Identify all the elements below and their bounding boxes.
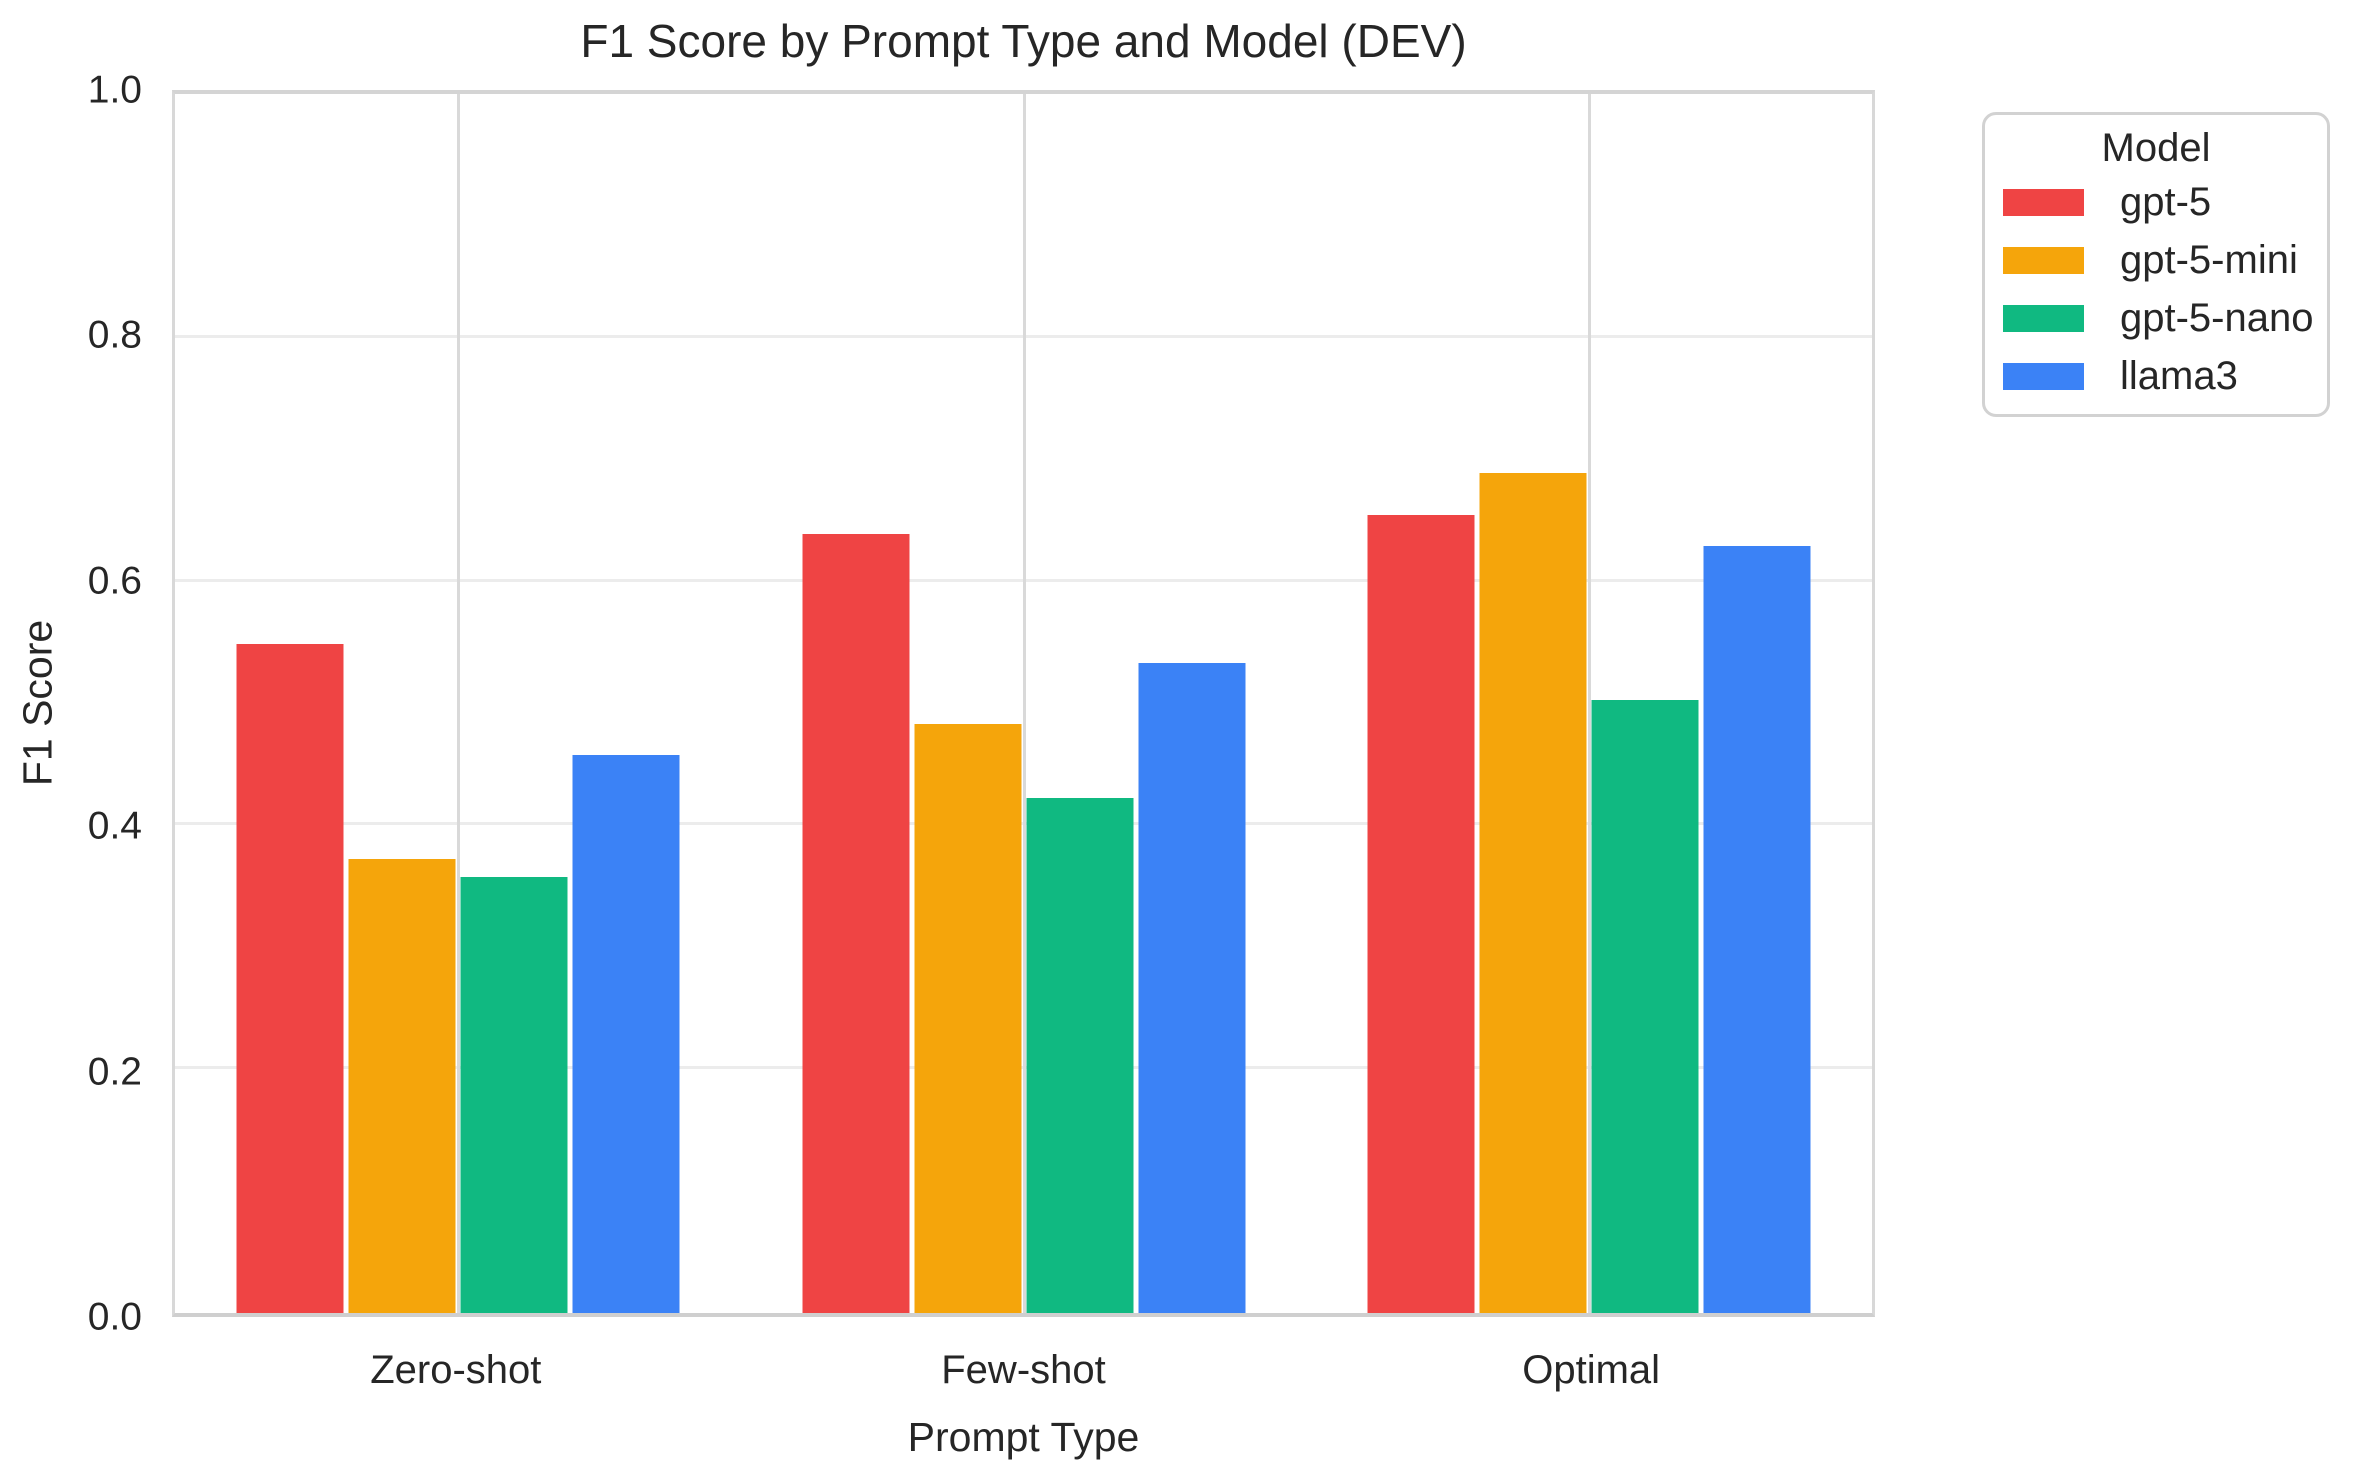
xtick-optimal: Optimal <box>1522 1348 1661 1392</box>
bar-group-zero-shot <box>236 644 680 1313</box>
gridline-x-few-shot <box>1022 94 1026 1313</box>
bar-gpt-5-zero-shot <box>236 644 344 1313</box>
ytick-0.2: 0.2 <box>87 1050 142 1094</box>
legend-entry-gpt-5-nano: gpt-5-nano <box>2001 289 2314 347</box>
legend-label-llama3: llama3 <box>2120 353 2238 398</box>
ytick-0.8: 0.8 <box>87 313 142 357</box>
chart-title: F1 Score by Prompt Type and Model (DEV) <box>580 15 1467 67</box>
bar-group-few-shot <box>802 533 1245 1313</box>
legend-title: Model <box>2101 126 2211 170</box>
bar-llama3-zero-shot <box>572 754 680 1313</box>
legend-swatch-gpt-5-nano <box>2003 304 2084 332</box>
bar-gpt-5-nano-few-shot <box>1026 797 1133 1313</box>
bar-gpt-5-nano-optimal <box>1591 699 1699 1313</box>
bar-group-optimal <box>1367 472 1811 1313</box>
ytick-0.0: 0.0 <box>87 1295 142 1339</box>
legend-entry-gpt-5: gpt-5 <box>2001 173 2311 231</box>
ytick-1.0: 1.0 <box>87 68 142 112</box>
legend-swatch-gpt-5 <box>2003 188 2084 216</box>
ytick-0.4: 0.4 <box>87 804 142 848</box>
legend-entry-gpt-5-mini: gpt-5-mini <box>2001 231 2311 289</box>
bar-gpt-5-mini-few-shot <box>914 724 1021 1313</box>
gridline-x-zero-shot <box>456 94 460 1313</box>
legend-swatch-gpt-5-mini <box>2003 246 2084 274</box>
legend: Model gpt-5 gpt-5-mini gpt-5-nano llama3 <box>1982 112 2330 417</box>
x-axis-tick-labels: Zero-shot Few-shot Optimal <box>172 1348 1875 1408</box>
gridline-x-optimal <box>1588 94 1592 1313</box>
xtick-zero-shot: Zero-shot <box>370 1348 542 1392</box>
bar-llama3-few-shot <box>1138 662 1245 1313</box>
legend-label-gpt-5-mini: gpt-5-mini <box>2120 237 2298 282</box>
xtick-few-shot: Few-shot <box>941 1348 1106 1392</box>
bar-gpt-5-nano-zero-shot <box>460 877 568 1313</box>
legend-swatch-llama3 <box>2003 362 2084 390</box>
legend-entry-llama3: llama3 <box>2001 347 2311 405</box>
bar-llama3-optimal <box>1703 546 1811 1313</box>
bar-gpt-5-optimal <box>1367 515 1475 1313</box>
legend-entries: gpt-5 gpt-5-mini gpt-5-nano llama3 <box>2001 173 2314 405</box>
bar-gpt-5-mini-zero-shot <box>348 859 456 1313</box>
ytick-0.6: 0.6 <box>87 559 142 603</box>
plot-area <box>172 90 1875 1317</box>
bar-gpt-5-mini-optimal <box>1479 472 1587 1313</box>
y-axis-tick-labels: 0.0 0.2 0.4 0.6 0.8 1.0 <box>0 71 142 1337</box>
legend-label-gpt-5-nano: gpt-5-nano <box>2120 295 2314 340</box>
x-axis-title: Prompt Type <box>907 1414 1140 1460</box>
legend-label-gpt-5: gpt-5 <box>2120 179 2212 224</box>
bar-gpt-5-few-shot <box>802 533 909 1313</box>
